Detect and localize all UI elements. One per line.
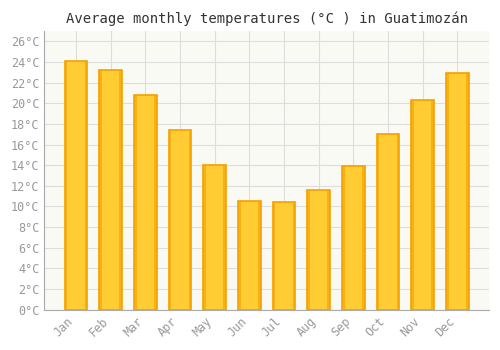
Bar	[100, 70, 102, 310]
Bar	[84, 61, 87, 310]
Bar	[308, 190, 310, 310]
Bar	[154, 95, 156, 310]
Bar	[188, 130, 192, 310]
Bar	[272, 202, 276, 310]
Bar	[223, 165, 226, 310]
Bar	[134, 95, 156, 310]
Bar	[168, 130, 192, 310]
Bar	[446, 73, 468, 310]
Bar	[119, 70, 122, 310]
Bar	[412, 100, 414, 310]
Bar	[292, 202, 296, 310]
Bar	[100, 70, 122, 310]
Bar	[134, 95, 136, 310]
Bar	[64, 61, 87, 310]
Bar	[328, 190, 330, 310]
Bar	[238, 201, 241, 310]
Bar	[377, 134, 400, 310]
Bar	[446, 73, 449, 310]
Bar	[64, 61, 68, 310]
Bar	[377, 134, 380, 310]
Bar	[272, 202, 295, 310]
Bar	[308, 190, 330, 310]
Bar	[204, 165, 226, 310]
Title: Average monthly temperatures (°C ) in Guatimozán: Average monthly temperatures (°C ) in Gu…	[66, 11, 468, 26]
Bar	[396, 134, 400, 310]
Bar	[412, 100, 434, 310]
Bar	[362, 166, 364, 310]
Bar	[342, 166, 345, 310]
Bar	[466, 73, 468, 310]
Bar	[432, 100, 434, 310]
Bar	[204, 165, 206, 310]
Bar	[238, 201, 260, 310]
Bar	[342, 166, 364, 310]
Bar	[168, 130, 172, 310]
Bar	[258, 201, 260, 310]
